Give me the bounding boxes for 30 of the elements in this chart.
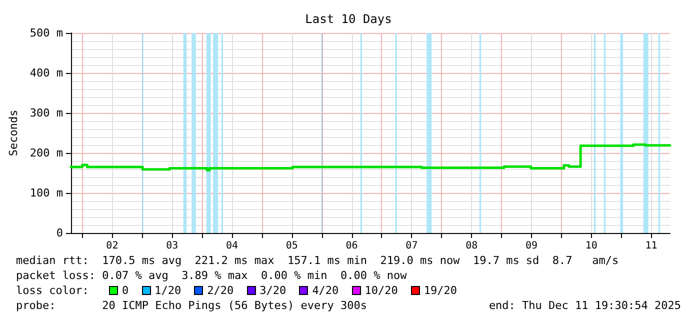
y-tick-label: 200 m bbox=[30, 146, 64, 160]
text: loss color: bbox=[16, 284, 89, 297]
text: 4/20 bbox=[312, 284, 339, 297]
y-tick-label: 400 m bbox=[30, 66, 64, 80]
text: 19/20 bbox=[424, 284, 457, 297]
x-tick-label: 08 bbox=[466, 240, 478, 252]
text: probe: 20 ICMP Echo Pings (56 Bytes) every 300s bbox=[16, 299, 367, 312]
text: 0 bbox=[122, 284, 129, 297]
x-tick-label: 10 bbox=[585, 240, 598, 252]
text: end: Thu Dec 11 19:30:54 2025 bbox=[488, 299, 681, 312]
x-tick-label: 03 bbox=[166, 240, 178, 252]
y-axis-title: Seconds bbox=[7, 110, 20, 156]
x-tick-label: 09 bbox=[525, 240, 538, 252]
x-tick-label: 04 bbox=[226, 240, 238, 252]
x-tick-label: 07 bbox=[406, 240, 418, 252]
x-tick-label: 02 bbox=[106, 240, 118, 252]
x-tick-label: 06 bbox=[346, 240, 358, 252]
chart-title: Last 10 Days bbox=[305, 12, 392, 26]
text: packet loss: 0.07 % avg 3.89 % max 0.00 % min 0.00 % now bbox=[16, 269, 407, 282]
text: 10/20 bbox=[364, 284, 398, 297]
y-tick-label: 100 m bbox=[30, 186, 64, 200]
text: 1/20 bbox=[154, 284, 182, 297]
y-tick-label: 0 bbox=[56, 226, 64, 240]
y-tick-label: 500 m bbox=[30, 26, 64, 40]
text: 2/20 bbox=[207, 284, 234, 297]
x-tick-label: 05 bbox=[286, 240, 298, 252]
text: 3/20 bbox=[260, 284, 286, 297]
y-tick-label: 300 m bbox=[30, 106, 64, 120]
x-tick-label: 11 bbox=[645, 240, 658, 252]
text: median rtt: 170.5 ms avg 221.2 ms max 157.1 ms min 219.0 ms now 19.7 ms sd 8.7 am/s bbox=[16, 254, 619, 267]
